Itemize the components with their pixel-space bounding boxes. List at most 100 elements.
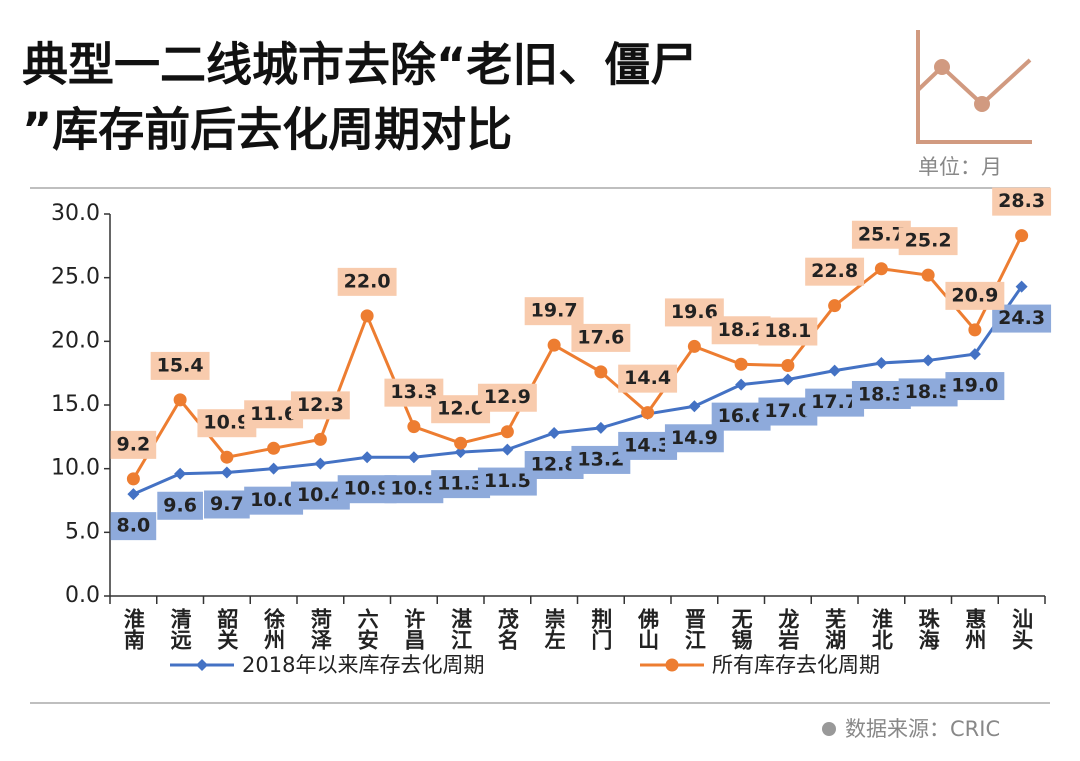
- value-label-text: 12.9: [484, 386, 531, 408]
- series: [132, 234, 1023, 480]
- source-dot: [822, 722, 836, 736]
- value-label: 28.3: [992, 187, 1052, 216]
- value-label: 19.0: [945, 372, 1005, 401]
- label-box: [898, 227, 958, 256]
- point: [126, 472, 140, 486]
- x-tick-label: 无锡: [729, 608, 753, 650]
- point: [314, 457, 327, 470]
- point: [313, 432, 327, 446]
- point: [220, 466, 233, 479]
- y-tick-label: 25.0: [51, 265, 100, 290]
- value-label: 19.7: [524, 297, 584, 326]
- label-box: [290, 391, 350, 420]
- series-line: [132, 285, 1023, 496]
- value-label-text: 19.7: [531, 300, 578, 322]
- point: [594, 421, 607, 434]
- value-label-text: 10.9: [203, 412, 250, 434]
- value-label: 22.8: [805, 257, 865, 286]
- value-label: 17.6: [571, 323, 631, 352]
- point: [196, 659, 208, 671]
- value-label: 8.0: [110, 512, 157, 541]
- value-label-text: 13.2: [577, 448, 624, 470]
- point: [360, 309, 374, 323]
- label-box: [758, 317, 818, 346]
- point: [641, 406, 655, 420]
- y-tick-label: 30.0: [51, 201, 100, 226]
- source: 数据来源：CRIC: [845, 717, 1000, 741]
- x-tick-label: 茂名: [495, 608, 519, 650]
- label-box: [992, 187, 1052, 216]
- point: [127, 488, 140, 501]
- value-label: 12.3: [290, 391, 350, 420]
- value-label-text: 25.2: [905, 230, 952, 252]
- point: [454, 446, 467, 459]
- x-tick-label: 汕头: [1010, 608, 1034, 650]
- point: [734, 357, 748, 371]
- value-label-text: 19.0: [951, 375, 998, 397]
- value-label-text: 24.3: [998, 307, 1045, 329]
- label-box: [945, 372, 1005, 401]
- label-box: [477, 383, 537, 412]
- value-label-text: 9.2: [117, 433, 151, 455]
- value-label-text: 9.7: [210, 493, 244, 515]
- chart-title: 典型一二线城市去除“老旧、僵尸: [22, 38, 696, 92]
- y-tick-label: 20.0: [51, 328, 100, 353]
- point: [267, 462, 280, 475]
- value-label-text: 17.7: [811, 391, 858, 413]
- label-box: [945, 281, 1005, 310]
- legend-label: 2018年以来库存去化周期: [242, 653, 484, 677]
- value-label: 14.4: [618, 364, 678, 393]
- y-tick-label: 10.0: [51, 456, 100, 481]
- x-tick-label: 荆门: [589, 608, 613, 650]
- value-label: 12.9: [477, 383, 537, 412]
- series: [132, 285, 1023, 496]
- x-tick-label: 淮南: [121, 608, 145, 650]
- label-box: [150, 351, 210, 380]
- value-label-text: 18.2: [718, 319, 765, 341]
- point: [501, 443, 514, 456]
- x-tick-label: 佛山: [636, 607, 661, 650]
- legend-label: 所有库存去化周期: [712, 653, 880, 677]
- x-tick-label: 湛江: [449, 608, 473, 650]
- series-line: [132, 234, 1023, 480]
- point: [735, 378, 748, 391]
- x-tick-label: 许昌: [402, 607, 426, 650]
- label-box: [157, 491, 203, 520]
- value-label: 18.1: [758, 317, 818, 346]
- point: [921, 268, 935, 282]
- label-box: [337, 267, 397, 296]
- value-label-text: 18.3: [858, 383, 905, 405]
- value-label-text: 17.0: [764, 400, 811, 422]
- x-tick-label: 惠州: [963, 608, 987, 650]
- x-tick-label: 晋江: [682, 608, 706, 650]
- value-label-text: 25.7: [858, 223, 905, 245]
- value-label-text: 19.6: [671, 301, 718, 323]
- chart-title: ”库存前后去化周期对比: [22, 103, 512, 157]
- label-box: [524, 297, 584, 326]
- label-box: [204, 490, 250, 519]
- point: [1015, 229, 1029, 243]
- value-label: 20.9: [945, 281, 1005, 310]
- value-label-text: 11.6: [250, 403, 297, 425]
- value-label-text: 11.3: [437, 473, 484, 495]
- value-label: 15.4: [150, 351, 210, 380]
- x-tick-label: 淮北: [869, 608, 893, 650]
- point: [407, 451, 420, 464]
- value-label-text: 17.6: [577, 326, 624, 348]
- x-tick-label: 菏泽: [308, 607, 332, 650]
- point: [220, 450, 234, 464]
- value-label-text: 15.4: [157, 354, 204, 376]
- point: [687, 339, 701, 353]
- label-box: [110, 430, 157, 459]
- value-label: 9.7: [204, 490, 250, 519]
- value-label-text: 10.4: [297, 484, 344, 506]
- value-label: 18.3: [851, 380, 911, 409]
- value-label: 25.2: [898, 227, 958, 256]
- value-label-text: 18.1: [764, 320, 811, 342]
- point: [174, 467, 187, 480]
- point: [267, 441, 281, 455]
- value-label: 11.5: [477, 467, 537, 496]
- value-label-text: 14.9: [671, 427, 718, 449]
- value-label: 9.2: [110, 430, 157, 459]
